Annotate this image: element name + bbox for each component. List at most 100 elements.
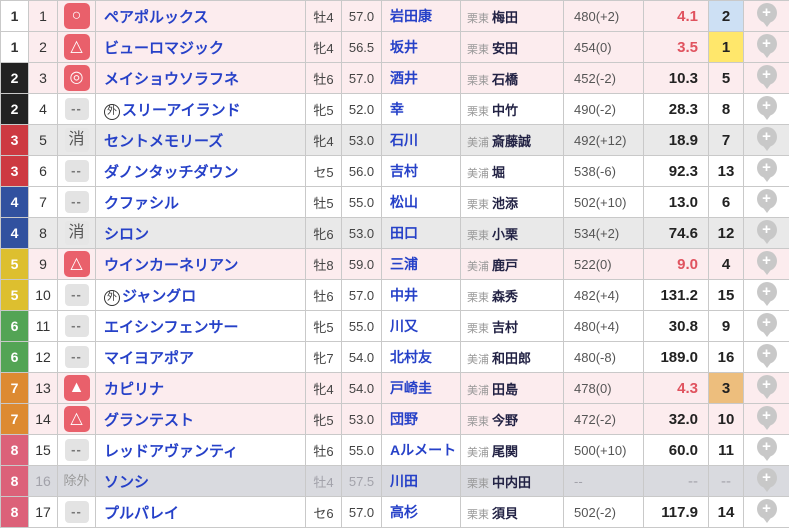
- horse-name-link[interactable]: マイヨアポア: [104, 350, 194, 367]
- horse-name-link[interactable]: クファシル: [104, 195, 179, 212]
- prediction-mark[interactable]: ◎: [64, 65, 90, 91]
- add-horse-pin-button[interactable]: +: [757, 313, 777, 333]
- sex-age: セ6: [306, 497, 342, 528]
- prediction-mark[interactable]: --: [65, 160, 89, 182]
- trainer-link[interactable]: 小栗: [492, 227, 518, 242]
- horse-name-link[interactable]: メイショウソラフネ: [104, 71, 239, 88]
- trainer-link[interactable]: 堀: [492, 165, 505, 180]
- prediction-mark[interactable]: --: [65, 98, 89, 120]
- prediction-mark[interactable]: --: [65, 439, 89, 461]
- jockey-link[interactable]: 吉村: [390, 163, 418, 179]
- trainer-link[interactable]: 池添: [492, 196, 518, 211]
- horse-name-cell: マイヨアポア: [96, 342, 306, 373]
- prediction-mark[interactable]: ○: [64, 3, 90, 29]
- add-horse-pin-button[interactable]: +: [757, 34, 777, 54]
- add-horse-pin-button[interactable]: +: [757, 96, 777, 116]
- trainer-link[interactable]: 斎藤誠: [492, 134, 531, 149]
- jockey-link[interactable]: 田口: [390, 225, 418, 241]
- jockey-link[interactable]: 三浦: [390, 256, 418, 272]
- trainer-link[interactable]: 中内田: [492, 475, 531, 490]
- prediction-mark[interactable]: --: [65, 501, 89, 523]
- training-region-label: 栗東: [467, 44, 489, 56]
- mark-cell: 消: [58, 218, 96, 249]
- add-horse-pin-button[interactable]: +: [757, 3, 777, 23]
- horse-name-link[interactable]: ジャングロ: [122, 288, 196, 305]
- horse-name-link[interactable]: セントメモリーズ: [104, 133, 223, 150]
- prediction-mark[interactable]: 除外: [64, 468, 90, 494]
- prediction-mark[interactable]: --: [65, 315, 89, 337]
- prediction-mark[interactable]: △: [64, 251, 90, 277]
- stable-cell: 美浦田島: [461, 373, 564, 404]
- jockey-link[interactable]: 坂井: [390, 39, 418, 55]
- prediction-mark[interactable]: △: [64, 34, 90, 60]
- trainer-link[interactable]: 鹿戸: [492, 258, 518, 273]
- horse-name-link[interactable]: ビューロマジック: [104, 40, 224, 57]
- add-horse-pin-button[interactable]: +: [757, 189, 777, 209]
- jockey-link[interactable]: 高杉: [390, 504, 418, 520]
- add-horse-pin-button[interactable]: +: [757, 220, 777, 240]
- add-horse-pin-button[interactable]: +: [757, 499, 777, 519]
- jockey-link[interactable]: 中井: [390, 287, 418, 303]
- horse-name-link[interactable]: ペアポルックス: [104, 9, 209, 26]
- add-horse-pin-button[interactable]: +: [757, 437, 777, 457]
- add-horse-pin-button[interactable]: +: [757, 468, 777, 488]
- horse-name-link[interactable]: スリーアイランド: [122, 102, 241, 119]
- jockey-link[interactable]: 岩田康: [390, 8, 432, 24]
- prediction-mark[interactable]: △: [64, 406, 90, 432]
- horse-name-link[interactable]: カピリナ: [104, 381, 164, 398]
- add-horse-pin-button[interactable]: +: [757, 158, 777, 178]
- add-horse-pin-button[interactable]: +: [757, 406, 777, 426]
- horse-name-link[interactable]: ダノンタッチダウン: [104, 164, 239, 181]
- horse-name-link[interactable]: シロン: [104, 226, 149, 243]
- prediction-mark[interactable]: --: [65, 191, 89, 213]
- trainer-link[interactable]: 尾関: [492, 444, 518, 459]
- trainer-link[interactable]: 吉村: [492, 320, 518, 335]
- trainer-link[interactable]: 須貝: [492, 506, 518, 521]
- pin-cell: +: [744, 466, 789, 497]
- add-horse-pin-button[interactable]: +: [757, 375, 777, 395]
- prediction-mark[interactable]: 消: [65, 128, 89, 152]
- horse-name-link[interactable]: グランテスト: [104, 412, 194, 429]
- trainer-link[interactable]: 中竹: [492, 103, 518, 118]
- training-region-label: 美浦: [467, 447, 489, 459]
- horse-name-link[interactable]: エイシンフェンサー: [104, 319, 239, 336]
- training-region-label: 栗東: [467, 75, 489, 87]
- stable-cell: 栗東池添: [461, 187, 564, 218]
- add-horse-pin-button[interactable]: +: [757, 251, 777, 271]
- prediction-mark[interactable]: --: [65, 346, 89, 368]
- jockey-link[interactable]: 川田: [390, 473, 418, 489]
- jockey-link[interactable]: 石川: [390, 132, 418, 148]
- jockey-link[interactable]: 酒井: [390, 70, 418, 86]
- sex-age: 牝7: [306, 342, 342, 373]
- trainer-link[interactable]: 森秀: [492, 289, 518, 304]
- jockey-cell: 吉村: [382, 156, 461, 187]
- jockey-link[interactable]: 戸崎圭: [390, 380, 432, 396]
- horse-weight: 502(+10): [564, 187, 644, 218]
- stable-cell: 美浦尾関: [461, 435, 564, 466]
- prediction-mark[interactable]: 消: [65, 221, 89, 245]
- prediction-mark[interactable]: ▲: [64, 375, 90, 401]
- trainer-link[interactable]: 石橋: [492, 72, 518, 87]
- jockey-link[interactable]: 幸: [390, 101, 404, 117]
- jockey-link[interactable]: 北村友: [390, 349, 432, 365]
- horse-name-link[interactable]: ソンシ: [104, 474, 149, 491]
- jockey-link[interactable]: 松山: [390, 194, 418, 210]
- trainer-link[interactable]: 今野: [492, 413, 518, 428]
- jockey-link[interactable]: 団野: [390, 411, 418, 427]
- trainer-link[interactable]: 安田: [492, 41, 518, 56]
- trainer-link[interactable]: 田島: [492, 382, 518, 397]
- add-horse-pin-button[interactable]: +: [757, 65, 777, 85]
- jockey-link[interactable]: Aルメート: [390, 442, 456, 458]
- add-horse-pin-button[interactable]: +: [757, 344, 777, 364]
- add-horse-pin-button[interactable]: +: [757, 282, 777, 302]
- foreign-bred-badge: 外: [104, 290, 120, 306]
- jockey-link[interactable]: 川又: [390, 318, 418, 334]
- trainer-link[interactable]: 梅田: [492, 10, 518, 25]
- horse-name-link[interactable]: プルパレイ: [104, 505, 179, 522]
- trainer-link[interactable]: 和田郎: [492, 351, 531, 366]
- horse-name-link[interactable]: ウインカーネリアン: [104, 257, 238, 274]
- horse-name-cell: シロン: [96, 218, 306, 249]
- prediction-mark[interactable]: --: [65, 284, 89, 306]
- add-horse-pin-button[interactable]: +: [757, 127, 777, 147]
- horse-name-link[interactable]: レッドアヴァンティ: [104, 443, 238, 460]
